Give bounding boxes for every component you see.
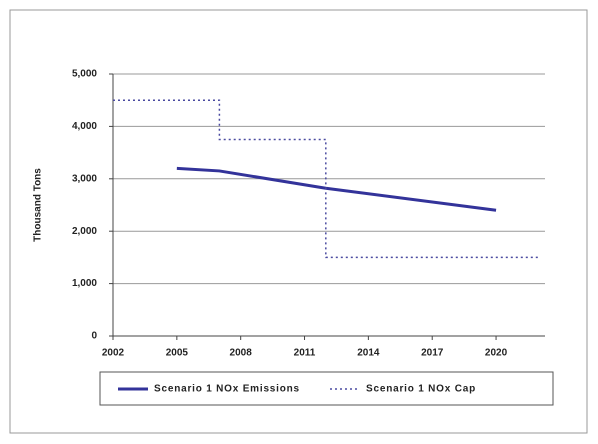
x-tick-label: 2002 <box>102 348 125 359</box>
x-tick-label: 2020 <box>485 348 508 359</box>
legend-label: Scenario 1 NOx Emissions <box>154 384 300 395</box>
legend-box <box>99 371 554 406</box>
chart-frame <box>9 9 588 434</box>
series-line <box>176 166 497 212</box>
y-tick-label: 0 <box>91 331 97 342</box>
y-tick-label: 4,000 <box>72 121 97 132</box>
legend-label: Scenario 1 NOx Cap <box>366 384 476 395</box>
y-axis-label: Thousand Tons <box>33 168 44 242</box>
x-tick-label: 2017 <box>421 348 444 359</box>
y-tick-label: 2,000 <box>72 226 97 237</box>
x-tick-label: 2005 <box>166 348 189 359</box>
y-tick-label: 1,000 <box>72 278 97 289</box>
series-line <box>113 99 539 259</box>
x-tick-label: 2014 <box>357 348 380 359</box>
x-tick-label: 2011 <box>294 348 316 359</box>
y-tick-label: 3,000 <box>72 173 97 184</box>
x-tick-label: 2008 <box>230 348 253 359</box>
y-tick-label: 5,000 <box>72 69 97 80</box>
